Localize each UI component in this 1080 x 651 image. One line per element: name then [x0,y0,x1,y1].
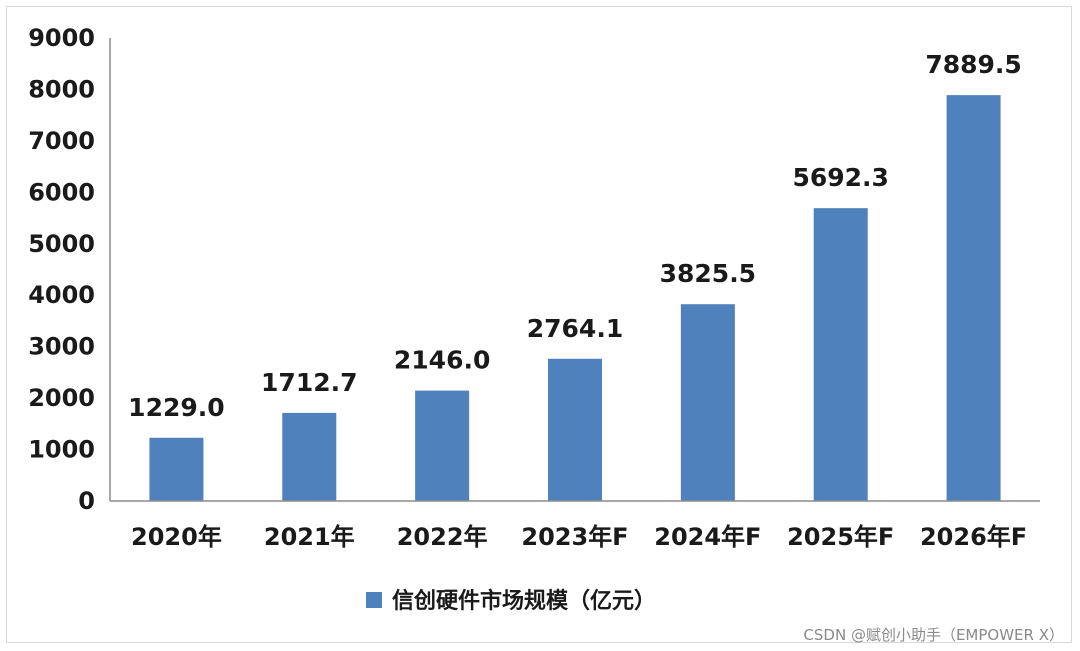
y-tick-label: 2000 [28,384,95,412]
bar [149,437,204,501]
data-label: 2146.0 [394,346,490,375]
y-tick-label: 6000 [28,178,95,206]
y-tick-label: 8000 [28,75,95,103]
data-label: 1229.0 [128,393,224,422]
data-label: 2764.1 [527,314,623,343]
legend-label: 信创硬件市场规模（亿元） [392,588,656,614]
bar [680,304,735,501]
x-category-label: 2026年F [920,523,1027,551]
bars [149,95,1001,502]
legend-swatch [366,592,382,608]
y-tick-label: 1000 [28,436,95,464]
x-category-label: 2021年 [264,523,355,551]
y-axis-ticks: 0 1000 2000 3000 4000 5000 6000 7000 8000 9000 [28,24,95,515]
y-tick-label: 4000 [28,281,95,309]
x-category-label: 2023年F [521,523,628,551]
data-labels: 1229.0 1712.7 2146.0 2764.1 3825.5 5692.3 7889… [128,50,1022,422]
y-tick-label: 3000 [28,333,95,361]
y-tick-label: 5000 [28,230,95,258]
bar [813,208,868,502]
bar [548,358,602,501]
y-tick-label: 7000 [28,127,95,155]
bar [282,412,337,501]
y-tick-label: 0 [78,487,95,515]
x-category-label: 2024年F [654,523,761,551]
data-label: 7889.5 [925,50,1021,79]
data-label: 1712.7 [261,368,357,397]
data-label: 5692.3 [792,163,888,192]
chart-frame [6,6,1072,643]
data-label: 3825.5 [660,259,756,288]
bar [415,390,470,501]
bar [946,95,1001,501]
x-category-label: 2025年F [787,523,894,551]
x-category-label: 2022年 [397,523,488,551]
y-tick-label: 9000 [28,24,95,52]
watermark: CSDN @赋创小助手（EMPOWER X） [803,626,1064,644]
x-axis-categories: 2020年 2021年 2022年 2023年F 2024年F 2025年F 2026年F [131,523,1027,551]
x-category-label: 2020年 [131,523,222,551]
legend: 信创硬件市场规模（亿元） [366,588,656,614]
